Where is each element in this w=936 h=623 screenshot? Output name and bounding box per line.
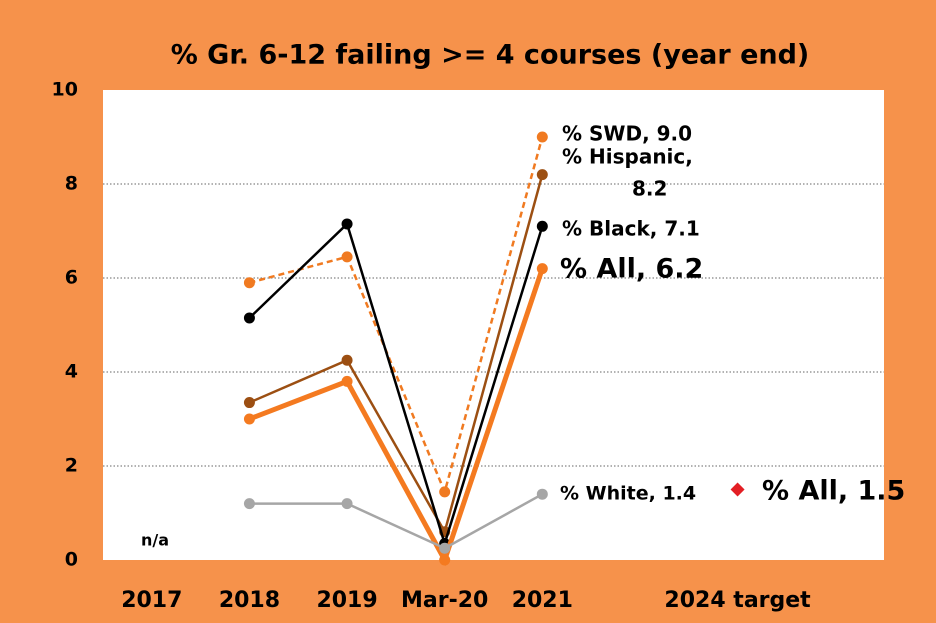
point — [243, 277, 255, 289]
series-label: % Black, 7.1 — [562, 217, 700, 241]
point — [536, 131, 548, 143]
point — [341, 354, 353, 366]
annotation: n/a — [141, 531, 169, 550]
point — [341, 375, 353, 387]
point — [341, 251, 353, 263]
point — [439, 554, 451, 566]
series-label: % All, 6.2 — [560, 254, 703, 285]
point — [243, 498, 255, 510]
point — [439, 542, 451, 554]
y-tick-label: 0 — [65, 549, 78, 571]
series-line — [249, 493, 543, 550]
chart-title: % Gr. 6-12 failing >= 4 courses (year en… — [171, 40, 810, 71]
x-tick-label: 2021 — [512, 588, 573, 613]
point — [243, 312, 255, 324]
point — [439, 486, 451, 498]
point — [341, 218, 353, 230]
y-tick-label: 4 — [65, 361, 78, 383]
point — [243, 397, 255, 409]
x-tick-label: 2018 — [219, 588, 280, 613]
series-label: % White, 1.4 — [560, 483, 696, 505]
point — [243, 413, 255, 425]
point — [341, 498, 353, 510]
y-tick-label: 2 — [65, 455, 78, 477]
point — [536, 263, 548, 275]
series-label: % Hispanic, — [562, 145, 693, 169]
point — [536, 169, 548, 181]
series-line — [248, 221, 544, 548]
y-tick-label: 10 — [52, 79, 78, 101]
x-tick-label: 2017 — [121, 588, 182, 613]
y-tick-label: 6 — [65, 267, 78, 289]
x-tick-label: Mar-20 — [401, 588, 488, 613]
x-tick-label: 2024 target — [664, 588, 811, 613]
series-label: % SWD, 9.0 — [562, 122, 692, 146]
series-line — [248, 174, 544, 536]
point — [536, 220, 548, 232]
series-label: 8.2 — [632, 177, 667, 201]
point — [730, 482, 745, 497]
series-line — [248, 267, 545, 567]
series-label: % All, 1.5 — [762, 476, 905, 507]
plot-area — [103, 90, 884, 560]
point — [536, 488, 548, 500]
x-tick-label: 2019 — [316, 588, 377, 613]
y-tick-label: 8 — [65, 173, 78, 195]
